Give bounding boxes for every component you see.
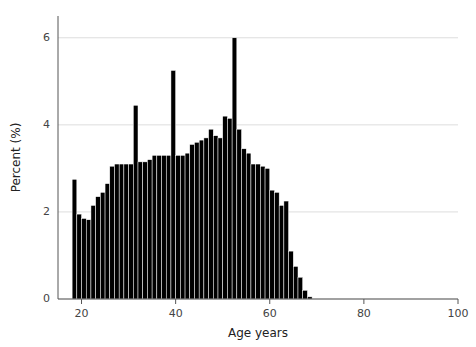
bar [218, 138, 223, 299]
bar [162, 155, 167, 299]
x-tick [269, 299, 270, 304]
bar [209, 129, 214, 299]
y-axis-label: Percent (%) [9, 123, 23, 193]
bar [105, 184, 110, 299]
bar [279, 205, 284, 299]
bar [129, 164, 134, 299]
bar [242, 149, 247, 299]
bar [157, 155, 162, 299]
bar [293, 266, 298, 299]
grid-line [58, 124, 458, 125]
x-tick [175, 299, 176, 304]
bar [289, 251, 294, 299]
bar [124, 164, 129, 299]
x-tick-label: 40 [169, 307, 183, 320]
bar [194, 142, 199, 299]
bar [72, 179, 77, 299]
bar [171, 70, 176, 299]
grid-line [58, 299, 458, 300]
bar [176, 155, 181, 299]
bar [119, 164, 124, 299]
x-tick [81, 299, 82, 304]
bars [72, 38, 312, 299]
y-tick-label: 0 [43, 292, 50, 305]
y-grid [58, 38, 458, 299]
bar [96, 197, 101, 299]
bar [147, 160, 152, 299]
bar [251, 164, 256, 299]
x-axis-line [58, 299, 458, 300]
bar [110, 166, 115, 299]
bar [298, 277, 303, 299]
bar [91, 205, 96, 299]
y-tick-label: 6 [43, 31, 50, 44]
bar [204, 138, 209, 299]
bar [223, 116, 228, 299]
y-tick-label: 2 [43, 205, 50, 218]
bar [100, 192, 105, 299]
x-tick [458, 299, 459, 304]
chart: 0 2 4 6 20 40 60 80 100 Age years Percent (%) [0, 0, 476, 347]
x-tick [363, 299, 364, 304]
y-tick-label: 4 [43, 118, 50, 131]
bar [232, 38, 237, 299]
x-tick-label: 20 [75, 307, 89, 320]
bar [265, 168, 270, 299]
bar [274, 192, 279, 299]
bar [82, 218, 87, 299]
bar [190, 144, 195, 299]
bar [213, 136, 218, 299]
bar [237, 129, 242, 299]
bar [86, 220, 91, 299]
bar [246, 153, 251, 299]
bar [260, 166, 265, 299]
y-axis-line [58, 16, 59, 299]
bar [133, 105, 138, 299]
bar [256, 164, 261, 299]
x-axis-label: Age years [228, 326, 288, 340]
bar [270, 190, 275, 299]
x-tick-label: 100 [448, 307, 469, 320]
grid-line [58, 37, 458, 38]
bar [114, 164, 119, 299]
bar [166, 155, 171, 299]
bar [180, 155, 185, 299]
bar [138, 162, 143, 299]
x-tick-label: 80 [357, 307, 371, 320]
bar [199, 140, 204, 299]
bar [303, 290, 308, 299]
bar [77, 214, 82, 299]
bar [143, 162, 148, 299]
bar [152, 155, 157, 299]
bar [185, 153, 190, 299]
x-tick-label: 60 [263, 307, 277, 320]
bar [284, 201, 289, 299]
bar [227, 118, 232, 299]
